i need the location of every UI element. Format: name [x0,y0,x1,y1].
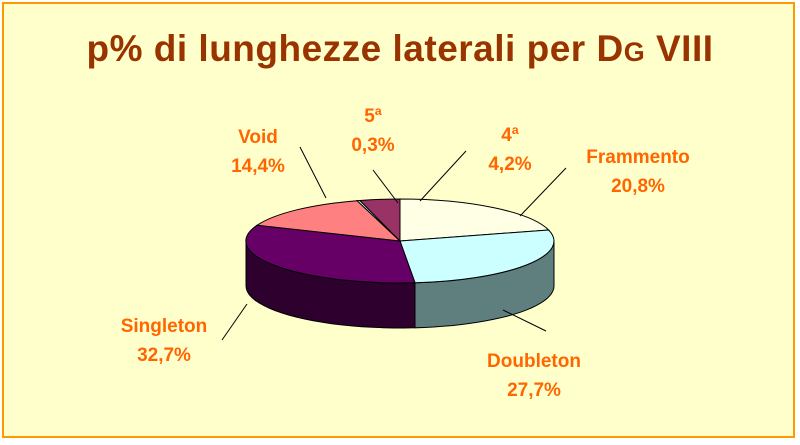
slice-label-frammento: Frammento [586,147,689,168]
slice-value-void: 14,4% [231,156,285,177]
leader-line-singleton [221,303,248,341]
pie-slice-frammento [399,198,550,242]
slice-label-4: 4ª [501,125,520,146]
leader-line-void [299,146,327,199]
leader-line-5 [372,169,399,204]
pie-slice-doubleton [399,229,555,284]
leader-line-4 [419,150,467,202]
chart-title: p% di lunghezze laterali per DG VIII [86,28,714,69]
slice-value-4: 4,2% [488,154,531,175]
slice-value-doubleton: 27,7% [507,380,561,401]
slice-label-singleton: Singleton [121,316,208,337]
slice-value-singleton: 32,7% [137,345,191,366]
slice-label-void: Void [238,127,278,148]
leader-line-doubleton [502,309,547,332]
pie-slice-void [255,200,402,242]
pie-slice-singleton [245,224,416,284]
slice-label-doubleton: Doubleton [487,351,581,372]
slice-label-5: 5ª [364,106,383,127]
leader-line-frammento [519,167,567,217]
pie-slice-4 [358,198,401,243]
slice-value-5: 0,3% [351,135,394,156]
slice-value-frammento: 20,8% [611,176,665,197]
